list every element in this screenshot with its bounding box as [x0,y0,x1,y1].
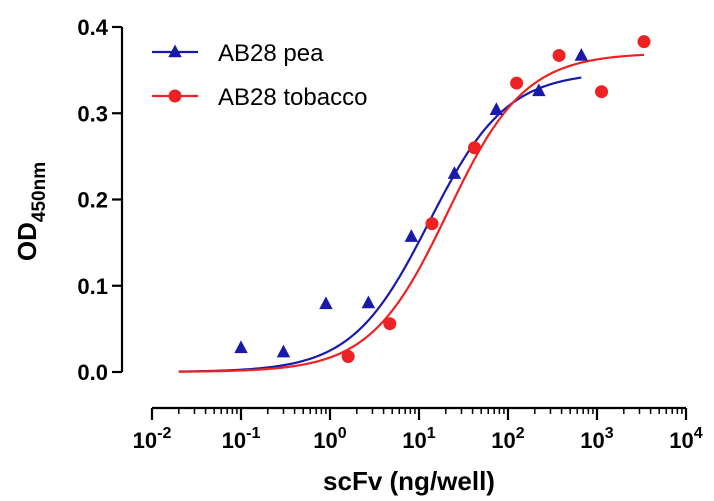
data-point [425,217,439,231]
x-tick-exponent: 1 [427,425,436,442]
data-point [234,340,248,354]
fit-curve [178,76,582,373]
legend-marker [168,44,182,58]
legend-marker [168,89,182,103]
y-axis-title-main: OD [12,222,42,261]
x-tick-label: 103 [580,425,613,453]
data-point [404,229,419,242]
y-tick-label: 0.4 [77,15,108,40]
data-point [467,141,481,155]
x-tick-base: 10 [580,428,604,453]
y-tick-label: 0.3 [77,101,108,126]
x-tick-label: 10-2 [133,425,172,453]
x-tick-exponent: 0 [338,425,347,442]
y-tick-label: 0.1 [77,274,108,299]
x-tick-exponent: -1 [246,425,260,442]
x-tick-base: 10 [313,428,337,453]
x-tick-base: 10 [402,428,426,453]
x-tick-label: 102 [491,425,524,453]
legend-label: AB28 tobacco [218,84,367,111]
y-axis-title-subscript: 450nm [29,162,50,222]
x-tick-base: 10 [133,428,157,453]
x-tick-base: 10 [669,428,693,453]
legend: AB28 pea AB28 tobacco [152,40,367,111]
data-point [637,35,651,49]
data-point [595,85,609,99]
data-point [489,102,504,116]
x-tick-label: 100 [313,425,346,453]
data-point [552,48,566,62]
y-tick-label: 0.0 [77,360,108,385]
data-point [361,295,376,309]
x-tick-label: 101 [402,425,435,453]
y-axis-title: OD450nm [12,162,50,261]
data-point [574,47,589,61]
x-tick-base: 10 [491,428,515,453]
x-tick-exponent: 4 [694,425,703,442]
x-tick-exponent: 2 [516,425,525,442]
y-tick-label: 0.2 [77,188,108,213]
x-tick-exponent: -2 [157,425,171,442]
data-point [383,317,397,331]
data-point [341,349,355,363]
x-tick-base: 10 [222,428,246,453]
y-axis: 0.0 0.1 0.2 0.3 0.4 [77,15,124,385]
fit-curve [178,53,645,373]
data-point [447,166,462,179]
data-points [234,35,651,363]
x-axis-title: scFv (ng/well) [323,466,495,496]
data-point [276,344,291,358]
x-tick-label: 10-1 [222,425,261,453]
data-point [532,83,546,97]
legend-label: AB28 pea [218,40,324,67]
data-point [319,296,333,310]
x-tick-label: 104 [669,425,702,453]
x-tick-exponent: 3 [605,425,614,442]
fit-curves [178,53,645,373]
data-point [510,76,524,90]
x-axis: 10-2 10-1 100 101 102 103 104 [133,406,703,453]
